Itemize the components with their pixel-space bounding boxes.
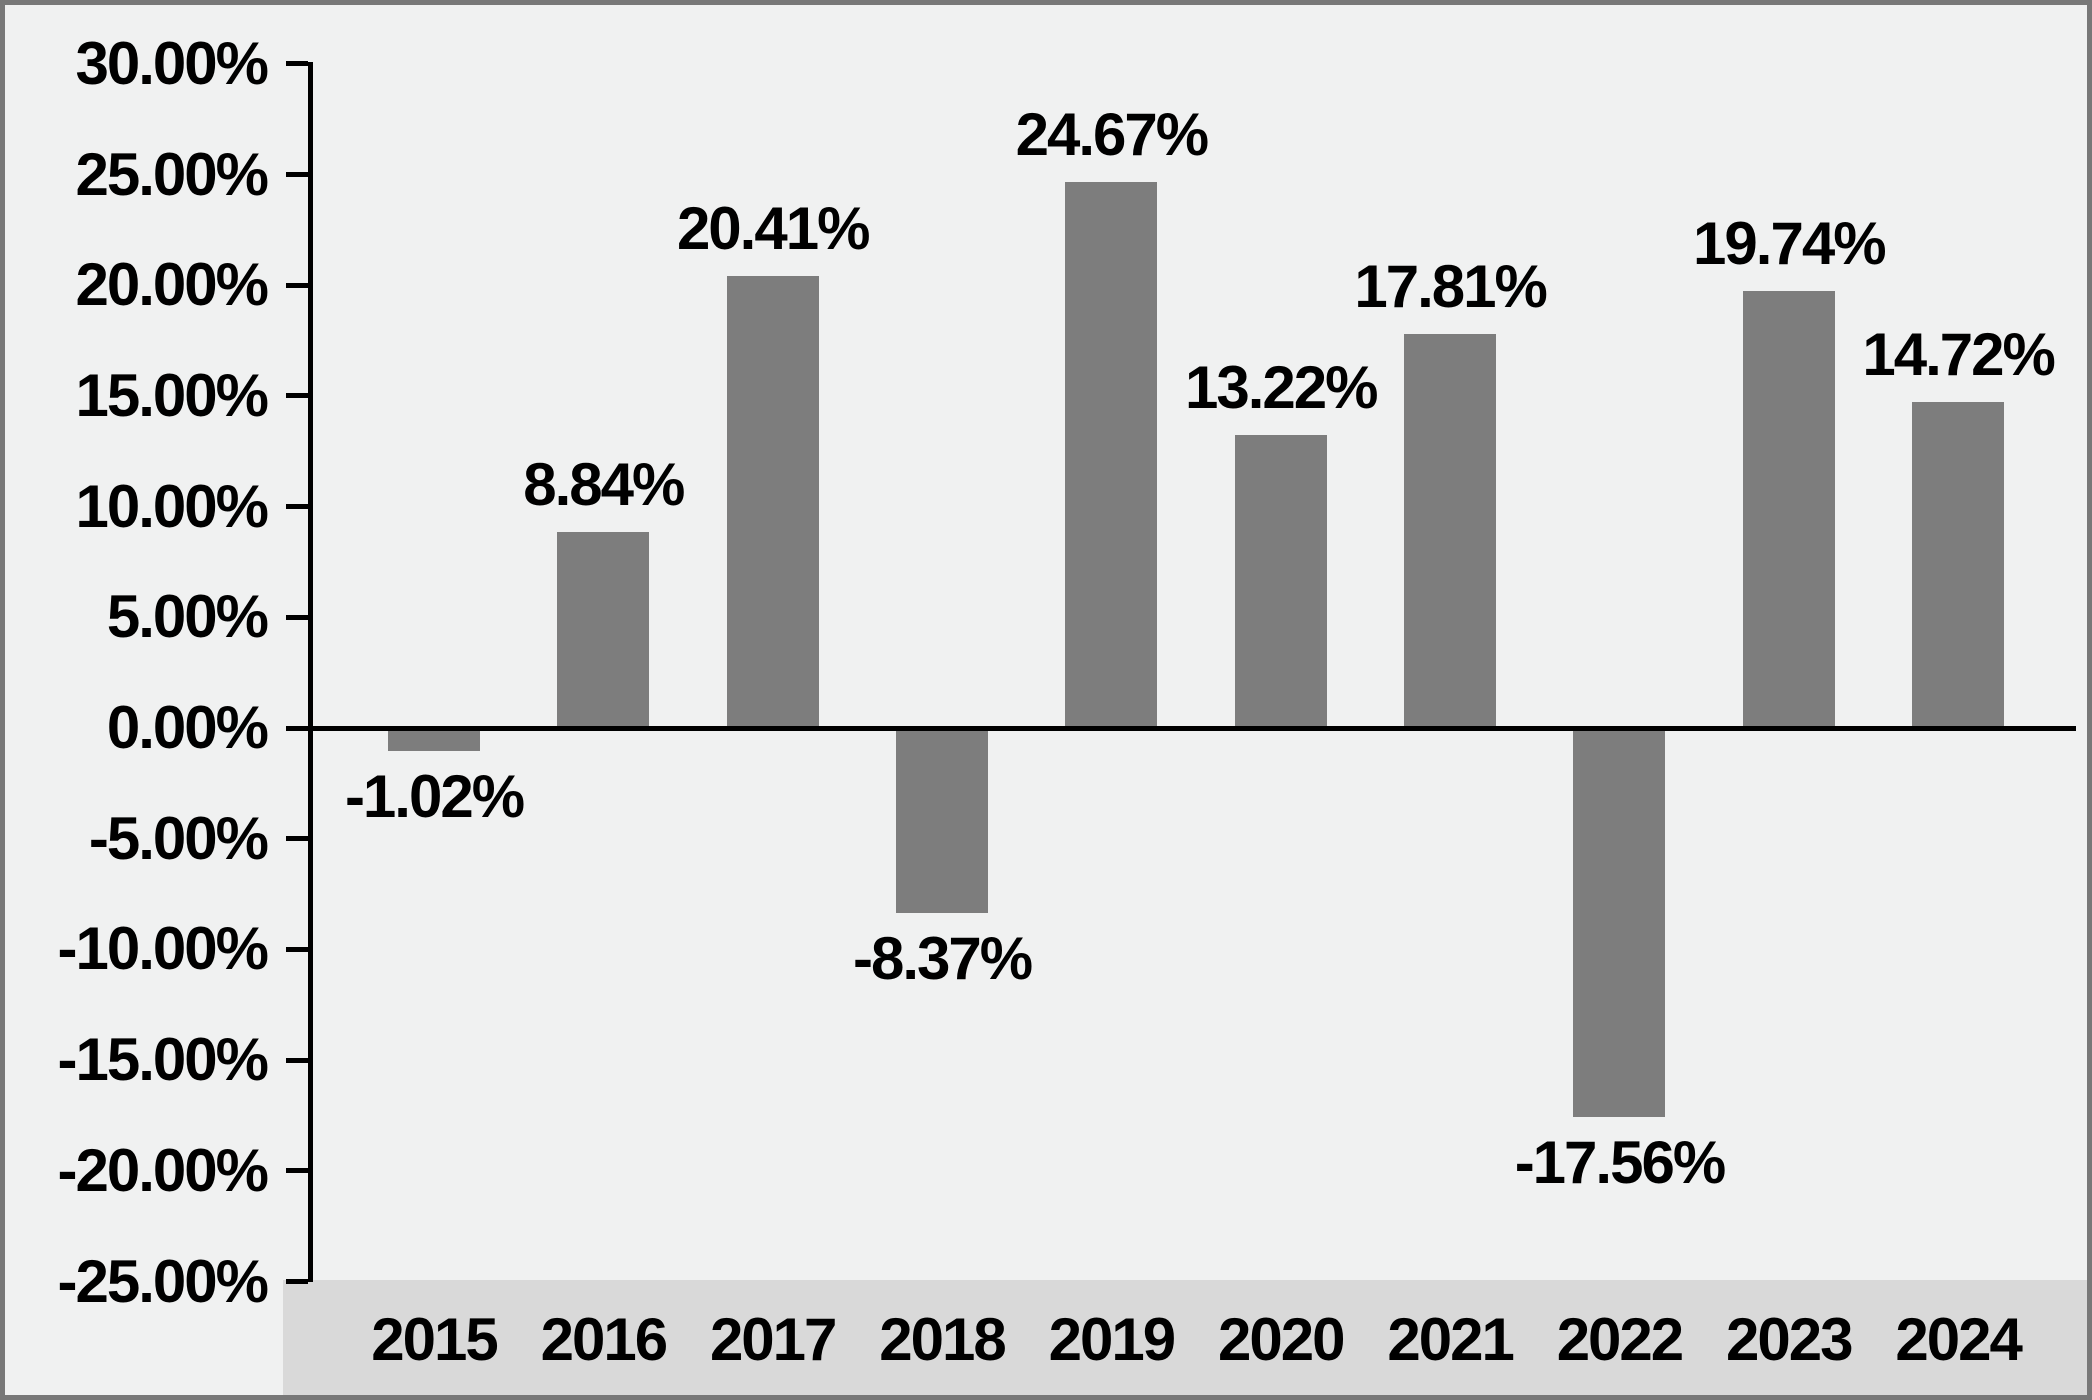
bar-value-label: 24.67%	[1015, 100, 1210, 168]
y-tick	[286, 504, 308, 510]
y-tick	[286, 282, 308, 288]
x-tick-label: 2017	[709, 1306, 837, 1373]
bar-2022	[1573, 728, 1666, 1117]
bar-2016	[557, 532, 650, 728]
bar-value-label: 14.72%	[1862, 321, 2056, 389]
y-tick	[286, 1057, 308, 1063]
y-tick-label: -5.00%	[88, 804, 269, 872]
bar-2020	[1234, 435, 1327, 728]
bar-value-label: -8.37%	[852, 925, 1033, 993]
x-tick-label: 2018	[879, 1306, 1006, 1373]
bar-2019	[1065, 181, 1158, 728]
y-tick-label: -20.00%	[57, 1136, 269, 1204]
bar-value-label: 20.41%	[676, 195, 871, 263]
x-tick-label: 2024	[1895, 1306, 2022, 1373]
x-tick-label: 2022	[1556, 1306, 1684, 1373]
bar-value-label: -17.56%	[1514, 1128, 1726, 1196]
x-tick-label: 2020	[1218, 1306, 1345, 1373]
x-tick-label: 2021	[1387, 1306, 1514, 1373]
y-tick	[286, 1279, 308, 1284]
bar-value-label: 17.81%	[1354, 252, 1548, 320]
y-tick	[286, 61, 308, 67]
bar-2018	[896, 728, 989, 914]
bar-2024	[1912, 402, 2005, 728]
x-axis-zero-line	[290, 725, 2076, 731]
y-tick-label: 15.00%	[75, 361, 270, 429]
y-tick	[286, 614, 308, 620]
y-tick-label: 5.00%	[106, 583, 269, 651]
bar-2017	[726, 276, 819, 728]
bar-2015	[388, 728, 480, 751]
bar-value-label: -1.02%	[344, 762, 525, 830]
bar-2021	[1404, 333, 1497, 728]
x-tick-label: 2016	[540, 1306, 668, 1373]
y-tick-label: 10.00%	[75, 472, 270, 540]
y-tick	[286, 1168, 308, 1174]
x-tick-label: 2023	[1726, 1306, 1853, 1373]
y-tick-label: -10.00%	[57, 915, 269, 983]
x-axis-band	[283, 1280, 2087, 1395]
bar-value-label: 19.74%	[1693, 209, 1887, 277]
y-tick-label: -15.00%	[57, 1026, 269, 1094]
bar-value-label: 13.22%	[1185, 354, 1379, 422]
y-tick-label: 30.00%	[75, 29, 270, 97]
y-tick-label: -25.00%	[57, 1247, 269, 1315]
y-axis-line	[308, 62, 313, 1282]
y-tick	[286, 393, 308, 399]
plot-area: 30.00% 25.00% 20.00% 15.00% 10.00% 5.00% 0.00%…	[5, 5, 2087, 1395]
x-tick-label: 2019	[1048, 1306, 1176, 1373]
y-tick-label: 20.00%	[75, 251, 270, 319]
bar-2023	[1742, 290, 1835, 728]
bar-value-label: 8.84%	[523, 451, 685, 519]
x-tick-label: 2015	[371, 1306, 498, 1373]
y-tick	[286, 836, 308, 842]
y-tick-label: 25.00%	[75, 140, 270, 208]
y-tick-label: 0.00%	[106, 694, 269, 761]
y-tick	[286, 946, 308, 952]
y-tick	[286, 172, 308, 177]
